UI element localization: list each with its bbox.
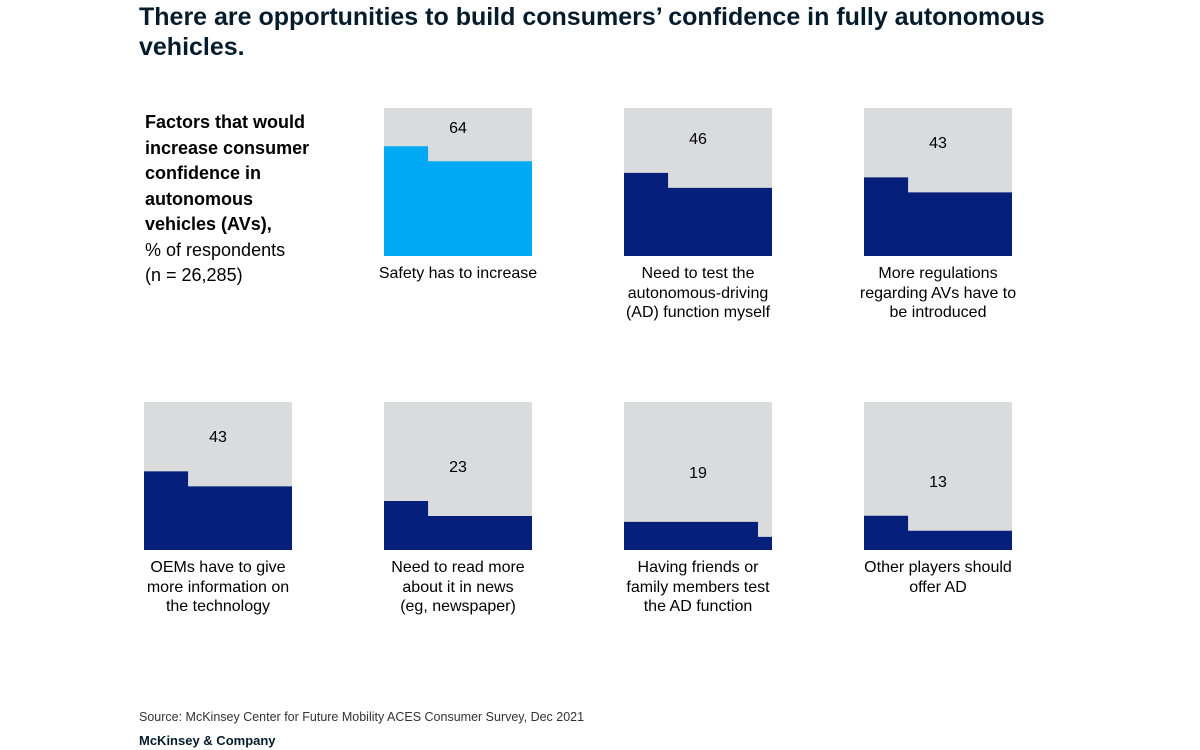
category-label-line: more information on [146,578,290,596]
category-label: Need to test the autonomous-driving (AD) f… [603,264,793,323]
category-label-line: the AD function [643,598,753,615]
tile-graphic [864,515,1012,550]
data-label: 46 [689,130,707,148]
source-note: Source: McKinsey Center for Future Mobil… [139,710,585,724]
subtitle-line: vehicles (AVs), [145,214,272,234]
category-label-line: Having friends or [637,559,759,576]
tile-graphic [624,172,772,256]
category-label-line: about it in news [402,578,514,596]
category-label: Need to read more about it in news (eg, ne… [363,558,553,617]
category-label: OEMs have to give more information on the … [123,558,313,617]
value-bar [624,521,772,550]
category-label-line: be introduced [889,304,987,321]
value-tile: 13 [864,402,1012,550]
category-label-line: OEMs have to give [150,559,286,576]
value-bar [864,177,1012,256]
subtitle-unit: % of respondents [145,239,286,260]
category-label-line: (AD) function myself [625,304,771,321]
tile-graphic [384,146,532,256]
data-label: 43 [929,135,947,153]
category-label-line: (eg, newspaper) [400,598,516,615]
data-label: 19 [689,464,707,482]
tile-graphic [624,521,772,550]
subtitle-line: Factors that would [145,112,306,132]
subtitle-line: increase consumer [145,137,310,158]
value-bar [144,471,292,550]
data-label: 13 [929,473,947,491]
value-tile: 19 [624,402,772,550]
category-label: Having friends or family members test the … [603,558,793,617]
value-bar [864,515,1012,550]
value-bar [384,500,532,550]
category-label: More regulations regarding AVs have to be … [843,264,1033,323]
value-bar [624,172,772,256]
value-bar [384,146,532,256]
value-tile: 64 [384,108,532,256]
data-label: 64 [449,120,467,137]
category-label-line: regarding AVs have to [859,284,1017,302]
value-tile: 23 [384,402,532,550]
category-label: Other players should offer AD [843,558,1033,597]
subtitle-line: confidence in [145,163,262,183]
value-tile: 43 [144,402,292,550]
category-label-line: More regulations [878,265,998,282]
category-label-line: Safety has to increase [378,265,538,282]
data-label: 23 [449,458,467,476]
category-label-line: offer AD [909,578,967,596]
category-label-line: autonomous-driving [627,284,769,302]
chart-title: There are opportunities to build consume… [139,3,1045,61]
company-logo: McKinsey & Company [139,733,276,748]
tile-graphic [384,500,532,550]
data-label: 43 [209,429,227,447]
value-tile: 46 [624,108,772,256]
subtitle-sample-size: (n = 26,285) [145,265,243,285]
category-label-line: family members test [626,578,770,596]
chart-subtitle: Factors that would increase consumer con… [145,110,355,289]
category-label: Safety has to increase [363,264,553,284]
tile-graphic [864,177,1012,256]
tile-graphic [144,471,292,550]
value-tile: 43 [864,108,1012,256]
category-label-line: Other players should [864,559,1012,576]
category-label-line: Need to read more [391,559,525,576]
category-label-line: the technology [165,598,271,615]
subtitle-line: autonomous [145,188,253,209]
category-label-line: Need to test the [641,265,755,282]
